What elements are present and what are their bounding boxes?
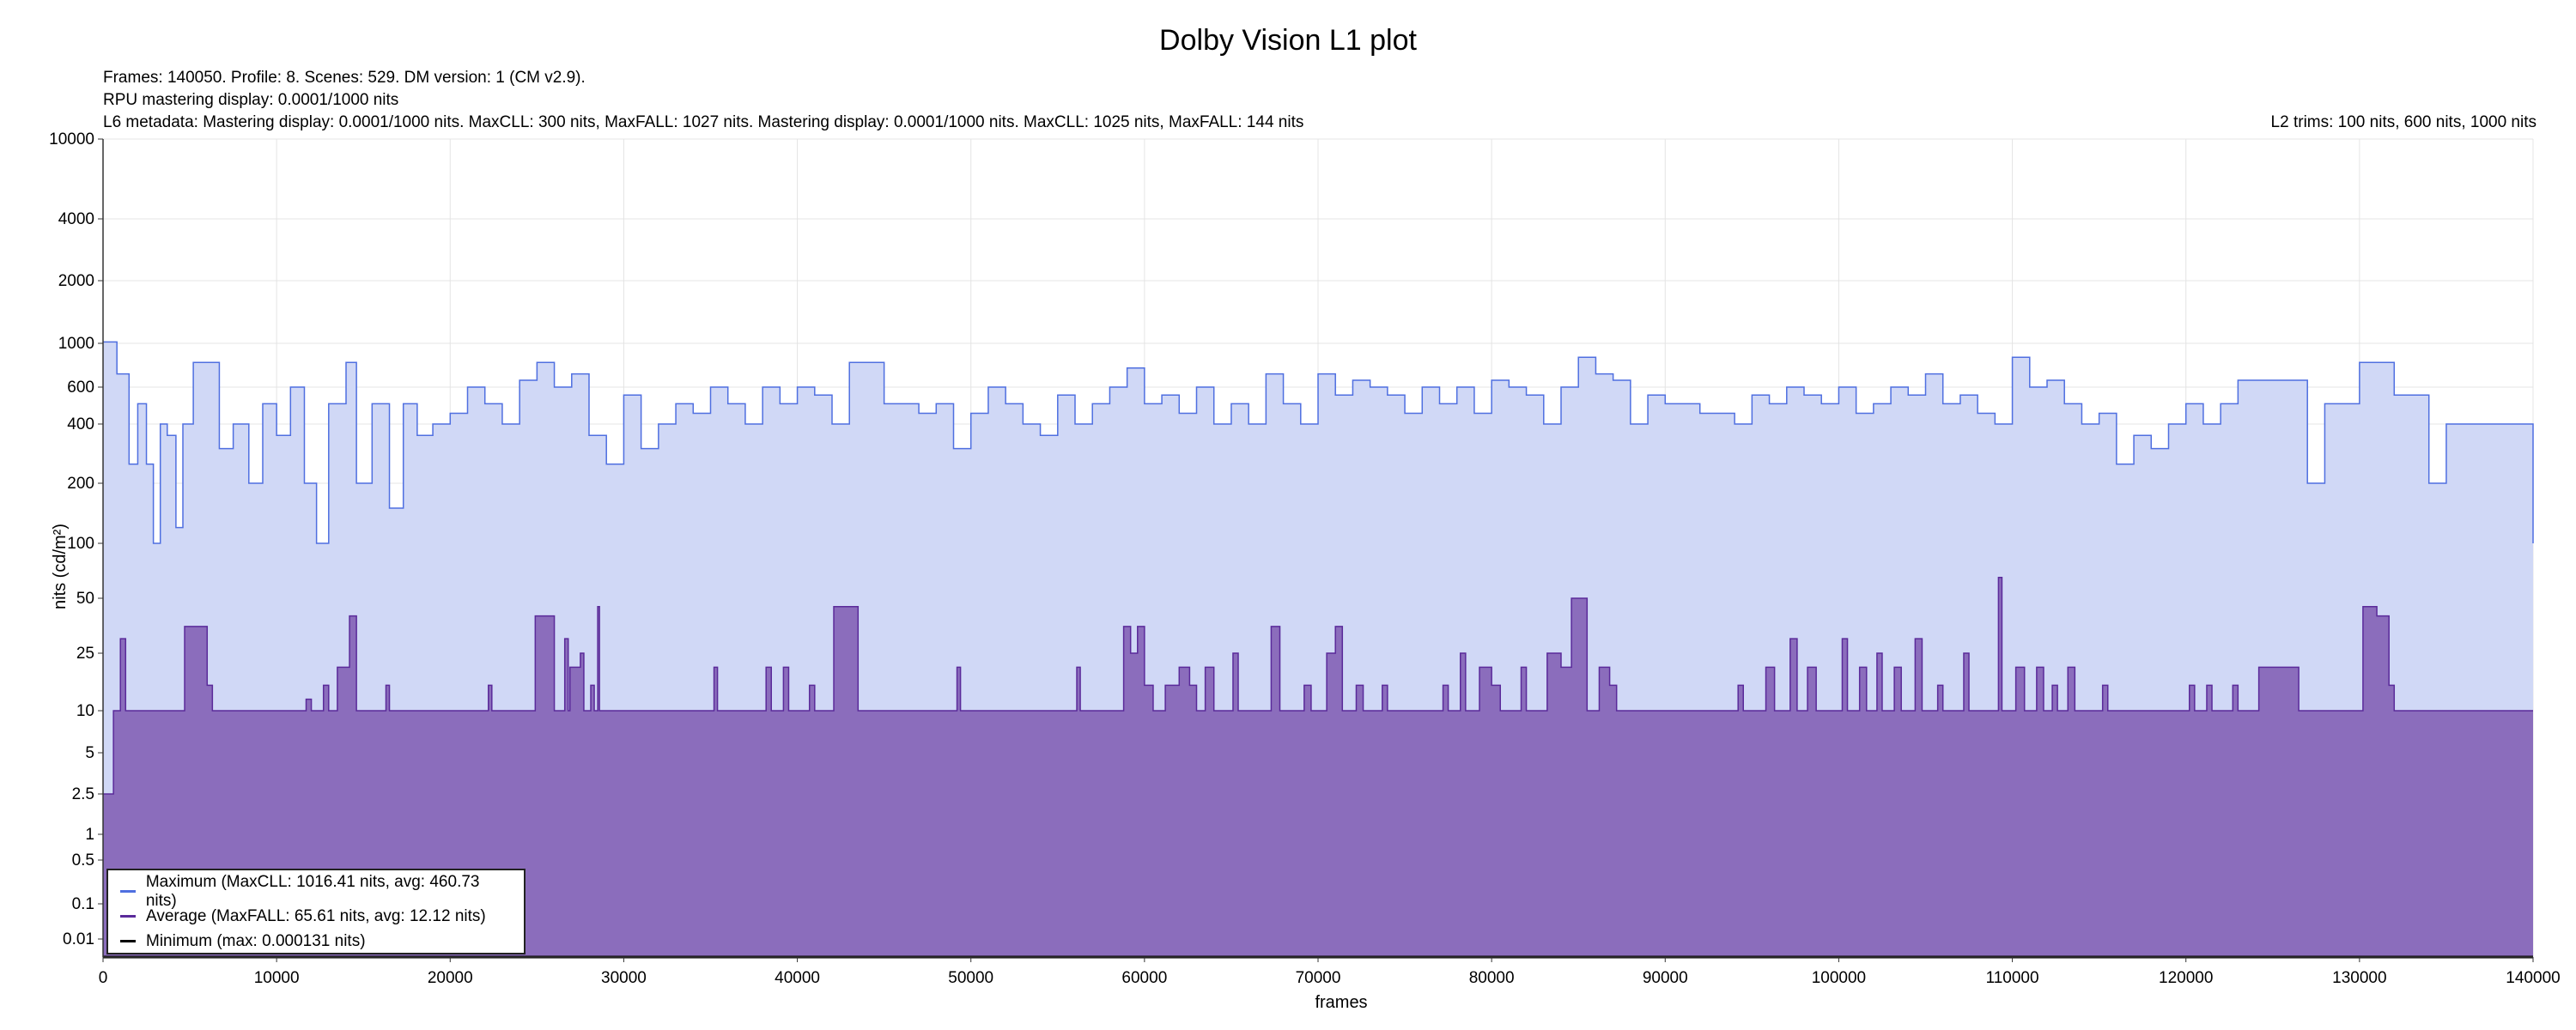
y-tick-label: 5 <box>85 744 94 762</box>
y-tick-label: 400 <box>67 415 94 433</box>
y-tick-label: 25 <box>76 645 94 663</box>
axes <box>98 138 2534 962</box>
x-tick-label: 40000 <box>775 969 820 987</box>
x-tick-label: 10000 <box>254 969 300 987</box>
y-tick-label: 50 <box>76 590 94 608</box>
x-tick-label: 130000 <box>2332 969 2386 987</box>
tick-labels: 0 10000 20000 30000 40000 50000 60000 70000 8000… <box>49 130 2561 987</box>
y-tick-label: 0.1 <box>72 895 94 913</box>
info-frames-line: Frames: 140050. Profile: 8. Scenes: 529.… <box>103 69 586 87</box>
legend-item-average: Average (MaxFALL: 65.61 nits, avg: 12.12… <box>120 904 512 929</box>
legend-label-average: Average (MaxFALL: 65.61 nits, avg: 12.12… <box>146 906 486 925</box>
info-l2-trims: L2 trims: 100 nits, 600 nits, 1000 nits <box>2270 113 2537 131</box>
info-rpu-line: RPU mastering display: 0.0001/1000 nits <box>103 91 399 109</box>
legend-label-minimum: Minimum (max: 0.000131 nits) <box>146 931 366 950</box>
x-tick-label: 110000 <box>1986 969 2039 987</box>
y-tick-label: 10 <box>76 702 94 720</box>
x-tick-label: 120000 <box>2159 969 2213 987</box>
y-tick-label: 1000 <box>58 335 94 353</box>
x-tick-label: 20000 <box>428 969 473 987</box>
y-tick-label: 4000 <box>58 210 94 228</box>
series-layer <box>103 341 2534 959</box>
y-tick-label: 0.01 <box>63 930 94 948</box>
y-axis-label: nits (cd/m²) <box>51 524 70 609</box>
y-tick-label: 200 <box>67 475 94 493</box>
series-average-area <box>103 577 2533 957</box>
x-tick-label: 70000 <box>1296 969 1341 987</box>
x-tick-label: 80000 <box>1469 969 1515 987</box>
y-tick-label: 10000 <box>49 130 94 148</box>
legend-label-maximum: Maximum (MaxCLL: 1016.41 nits, avg: 460.… <box>145 872 480 910</box>
y-tick-label: 0.5 <box>72 851 94 869</box>
y-tick-label: 100 <box>67 535 94 553</box>
x-tick-label: 60000 <box>1121 969 1167 987</box>
legend-swatch-minimum <box>120 940 136 942</box>
series-average-line <box>103 577 2533 795</box>
chart-title: Dolby Vision L1 plot <box>1159 24 1417 57</box>
x-tick-label: 140000 <box>2506 969 2560 987</box>
legend: Maximum (MaxCLL: 1016.41 nits, avg: 460.… <box>106 869 526 954</box>
x-axis-label: frames <box>1315 993 1367 1012</box>
legend-item-maximum: Maximum (MaxCLL: 1016.41 nits, avg: 460.… <box>120 873 512 910</box>
legend-swatch-average <box>120 915 136 918</box>
y-tick-label: 2000 <box>58 272 94 290</box>
x-tick-label: 30000 <box>601 969 647 987</box>
series-maximum-line <box>103 341 2534 544</box>
legend-item-minimum: Minimum (max: 0.000131 nits) <box>120 929 512 954</box>
y-tick-label: 2.5 <box>72 785 94 803</box>
x-tick-label: 100000 <box>1812 969 1866 987</box>
x-tick-label: 0 <box>99 969 108 987</box>
x-tick-label: 50000 <box>948 969 993 987</box>
y-tick-label: 1 <box>85 826 94 844</box>
y-tick-label: 600 <box>67 379 94 397</box>
info-l6-line: L6 metadata: Mastering display: 0.0001/1… <box>103 113 1304 131</box>
x-tick-label: 90000 <box>1643 969 1688 987</box>
legend-swatch-maximum <box>120 890 136 893</box>
